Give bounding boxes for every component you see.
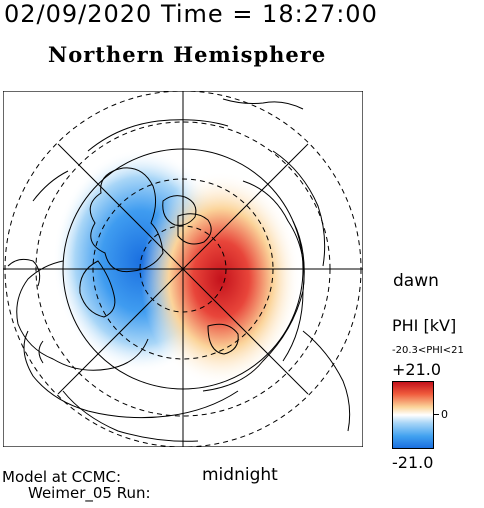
polar-map-svg	[2, 90, 364, 448]
colorbar-zero-label: 0	[441, 408, 448, 421]
colorbar-min-label: -21.0	[392, 453, 434, 472]
dawn-label: dawn	[393, 271, 439, 291]
meridian-diag-2	[57, 143, 309, 395]
midnight-label: midnight	[202, 465, 278, 485]
colorbar-title: PHI [kV]	[392, 316, 457, 335]
colorbar-range: -20.3<PHI<21	[392, 345, 464, 356]
polar-map	[2, 90, 364, 448]
colorbar	[392, 381, 434, 449]
colorbar-max-label: +21.0	[392, 360, 442, 379]
model-label: Model at CCMC:	[2, 468, 122, 486]
coastlines	[7, 98, 351, 442]
run-label: Weimer_05 Run:	[28, 484, 151, 502]
colorbar-zero-tick	[434, 414, 439, 415]
plot-title: Northern Hemisphere	[48, 42, 327, 67]
timestamp-label: 02/09/2020 Time = 18:27:00	[4, 0, 378, 28]
